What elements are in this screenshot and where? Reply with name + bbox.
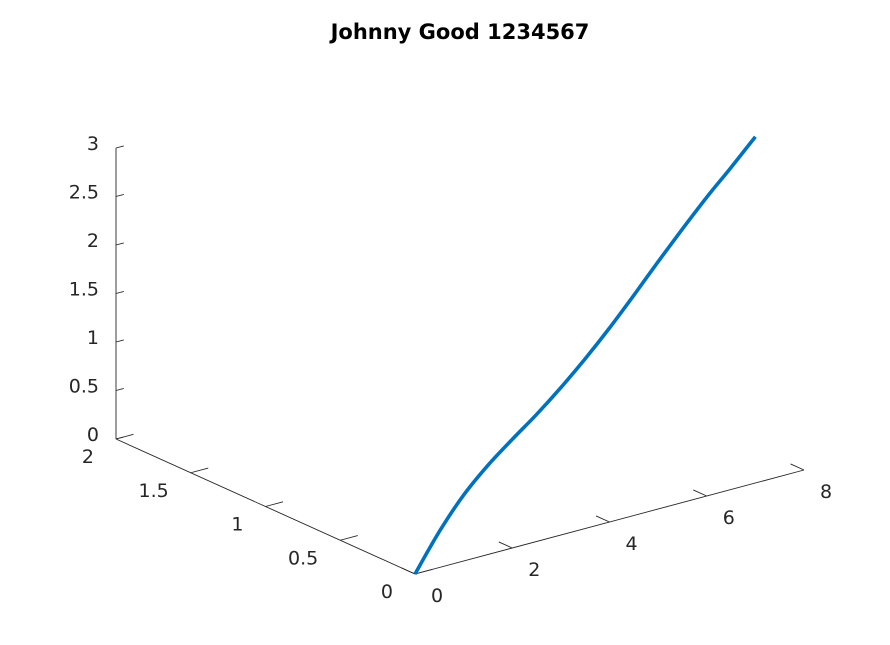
- z-tick-label: 3: [87, 133, 99, 155]
- x-tick-mark: [790, 463, 805, 471]
- x-tick-mark: [498, 541, 513, 549]
- y-tick-mark: [265, 501, 284, 507]
- series-layer: [413, 135, 757, 575]
- series-line: [413, 135, 757, 575]
- z-tick-label: 2.5: [69, 182, 99, 204]
- y-tick-label: 0: [381, 581, 393, 603]
- z-tick-mark: [115, 436, 124, 440]
- x-tick-label: 0: [431, 585, 443, 607]
- axes: [115, 148, 805, 575]
- tick-marks: [115, 145, 805, 575]
- y-tick-label: 0.5: [288, 547, 318, 569]
- z-tick-mark: [115, 339, 124, 343]
- z-tick-mark: [115, 387, 124, 391]
- z-tick-label: 0.5: [69, 376, 99, 398]
- x-tick-mark: [401, 567, 416, 575]
- x-tick-label: 2: [528, 559, 540, 581]
- y-tick-label: 2: [82, 446, 94, 468]
- y-tick-label: 1: [231, 514, 243, 536]
- x-tick-mark: [693, 489, 707, 497]
- z-tick-mark: [115, 145, 124, 149]
- x-tick-label: 6: [723, 507, 735, 529]
- y-tick-mark: [340, 535, 358, 541]
- z-tick-mark: [115, 242, 124, 246]
- z-tick-mark: [115, 193, 124, 197]
- y-tick-mark: [190, 467, 209, 474]
- z-tick-label: 1.5: [69, 279, 99, 301]
- x-tick-label: 4: [625, 533, 637, 555]
- x-tick-label: 8: [820, 481, 832, 503]
- z-tick-label: 2: [87, 230, 99, 252]
- y-tick-label: 1.5: [139, 480, 169, 502]
- chart-title: Johnny Good 1234567: [329, 20, 590, 44]
- x-tick-mark: [595, 515, 610, 523]
- z-tick-label: 0: [87, 424, 99, 446]
- y-tick-mark: [414, 568, 433, 575]
- z-tick-mark: [115, 290, 124, 294]
- z-tick-label: 1: [87, 327, 99, 349]
